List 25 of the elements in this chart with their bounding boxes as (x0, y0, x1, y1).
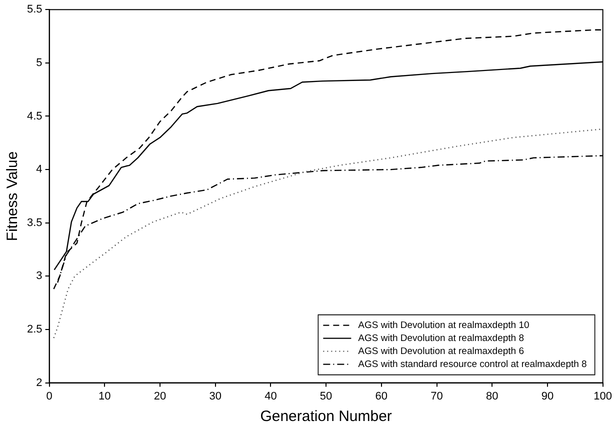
y-axis-title: Fitness Value (4, 151, 22, 242)
x-tick-label: 70 (430, 390, 443, 402)
x-tick-label: 60 (375, 390, 388, 402)
legend-label: AGS with standard resource control at realmaxdepth 8 (358, 358, 587, 370)
legend-label: AGS with Devolution at realmaxdepth 8 (358, 332, 524, 344)
y-tick-label: 4.5 (26, 110, 42, 122)
y-tick-label: 3 (36, 270, 42, 282)
y-tick-label: 2.5 (26, 324, 42, 336)
x-tick-label: 90 (541, 390, 554, 402)
legend-label: AGS with Devolution at realmaxdepth 6 (358, 346, 524, 357)
y-tick-label: 4 (36, 164, 42, 176)
x-tick-label: 10 (98, 390, 111, 402)
x-tick-label: 40 (264, 390, 277, 402)
x-axis-title: Generation Number (260, 408, 392, 426)
legend-label: AGS with Devolution at realmaxdepth 10 (358, 320, 530, 331)
x-tick-label: 30 (209, 390, 222, 402)
x-tick-label: 80 (486, 390, 498, 402)
y-tick-label: 3.5 (26, 216, 42, 229)
x-tick-label: 0 (46, 390, 52, 402)
x-tick-label: 100 (594, 390, 612, 402)
y-tick-label: 2 (36, 376, 42, 389)
y-tick-label: 5 (36, 56, 42, 69)
x-tick-label: 50 (320, 390, 332, 402)
y-tick-label: 5.5 (26, 4, 42, 16)
x-tick-label: 20 (154, 390, 166, 402)
